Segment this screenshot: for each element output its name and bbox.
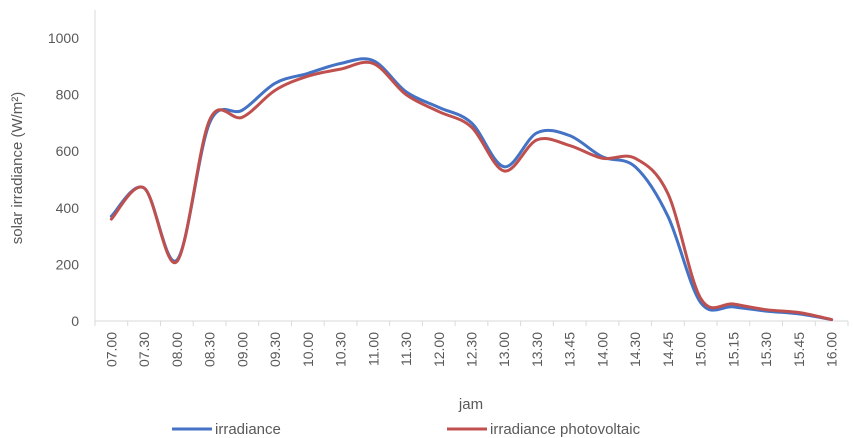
x-tick-label: 13.00	[496, 332, 512, 367]
x-tick-label: 08.30	[202, 332, 218, 367]
y-tick-label: 400	[56, 200, 80, 216]
legend-label: irradiance photovoltaic	[490, 421, 641, 438]
x-tick-label: 12.00	[431, 332, 447, 367]
x-tick-label: 11.00	[365, 332, 381, 366]
x-tick-label: 09.30	[267, 332, 283, 367]
series-line-1	[109, 57, 834, 322]
y-axis-title: solar irradiance (W/m²)	[9, 92, 26, 245]
y-tick-label: 1000	[48, 30, 79, 46]
legend-label: irradiance	[215, 421, 281, 438]
x-tick-label: 07.00	[103, 332, 119, 367]
x-tick-label: 14.45	[660, 332, 676, 367]
x-tick-label: 14.00	[594, 332, 610, 367]
x-tick-label: 15.45	[791, 332, 807, 367]
y-tick-label: 800	[56, 87, 80, 103]
x-tick-label: 13.45	[562, 332, 578, 367]
x-tick-label: 07.30	[136, 332, 152, 367]
x-axis-title: jam	[458, 396, 483, 413]
x-tick-label: 10.00	[300, 332, 316, 367]
x-tick-label: 15.30	[758, 332, 774, 367]
x-tick-label: 12.30	[464, 332, 480, 367]
x-tick-label: 15.00	[693, 332, 709, 367]
x-tick-label: 14.30	[627, 332, 643, 367]
x-tick-label: 11.30	[398, 332, 414, 366]
series-lines	[109, 57, 834, 322]
x-tick-labels: 07.00 07.30 08.00 08.30 09.00 09.30 10.00 10.30…	[94, 321, 849, 367]
x-tick-label: 08.00	[169, 332, 185, 367]
y-tick-label: 600	[56, 143, 80, 159]
x-tick-label: 09.00	[234, 332, 250, 367]
y-tick-label: 200	[56, 256, 80, 272]
x-tick-label: 10.30	[333, 332, 349, 367]
y-tick-label: 0	[71, 313, 79, 329]
series-line-2	[109, 60, 834, 322]
x-tick-label: 13.30	[529, 332, 545, 367]
x-tick-label: 15.15	[725, 332, 741, 367]
chart-axes	[94, 10, 848, 322]
y-tick-labels: 0 200 400 600 800 1000	[48, 30, 79, 329]
legend: irradiance irradiance photovoltaic	[172, 421, 641, 438]
x-tick-label: 16.00	[824, 332, 840, 367]
